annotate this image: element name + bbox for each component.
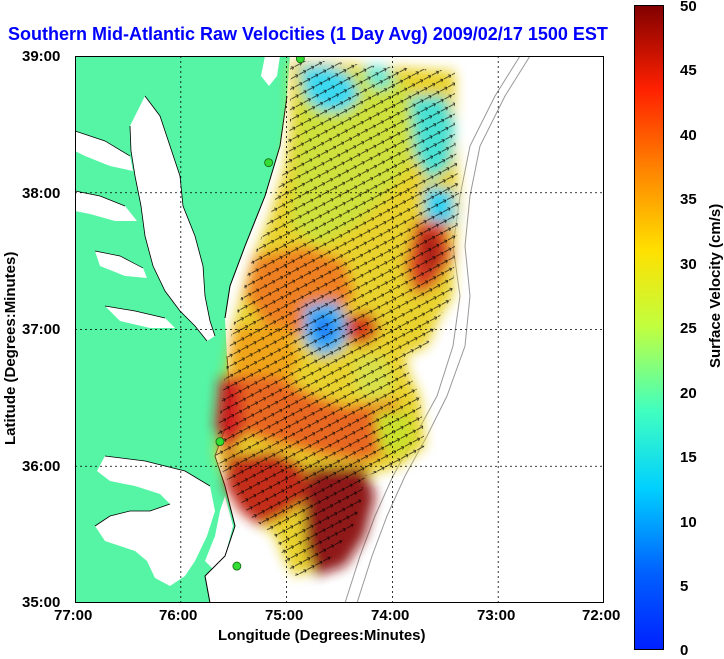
lon-tick: 75:00 [265,607,304,624]
colorbar-tick: 0 [680,642,689,659]
colorbar-label: Surface Velocity (cm/s) [707,203,724,368]
pamlico-sound [95,456,215,586]
bathymetry-contours [344,56,531,603]
colorbar-tick: 5 [680,578,689,595]
lon-tick: 77:00 [54,607,93,624]
colorbar-tick: 30 [680,256,697,273]
colorbar-tick: 40 [680,127,697,144]
lat-tick: 37:00 [22,321,61,338]
chesapeake-bay [130,96,215,341]
colorbar-tick: 50 [680,0,697,15]
lat-tick: 39:00 [22,48,61,65]
radar-station-marker [215,437,225,447]
colorbar-tick: 25 [680,320,697,337]
lon-tick: 73:00 [477,607,516,624]
lat-tick: 35:00 [22,594,61,611]
colorbar [634,5,664,650]
velocity-vectors [215,61,460,576]
radar-station-marker [295,56,305,64]
colorbar-tick: 10 [680,514,697,531]
map-title: Southern Mid-Atlantic Raw Velocities (1 … [8,24,608,44]
lon-tick: 76:00 [159,607,198,624]
radar-station-marker [232,561,242,571]
radar-stations [215,56,305,571]
plot-frame [75,56,604,603]
y-axis-label: Latitude (Degrees:Minutes) [2,251,19,445]
colorbar-tick: 45 [680,62,697,79]
colorbar-tick: 35 [680,191,697,208]
velocity-map [75,56,604,603]
lat-tick: 36:00 [22,458,61,475]
colorbar-tick: 15 [680,449,697,466]
lon-tick: 74:00 [371,607,410,624]
grid-lines [75,56,604,603]
radar-station-marker [264,158,274,168]
lat-tick: 38:00 [22,185,61,202]
colorbar-tick: 20 [680,385,697,402]
x-axis-label: Longitude (Degrees:Minutes) [218,627,426,644]
lon-tick: 72:00 [582,607,621,624]
